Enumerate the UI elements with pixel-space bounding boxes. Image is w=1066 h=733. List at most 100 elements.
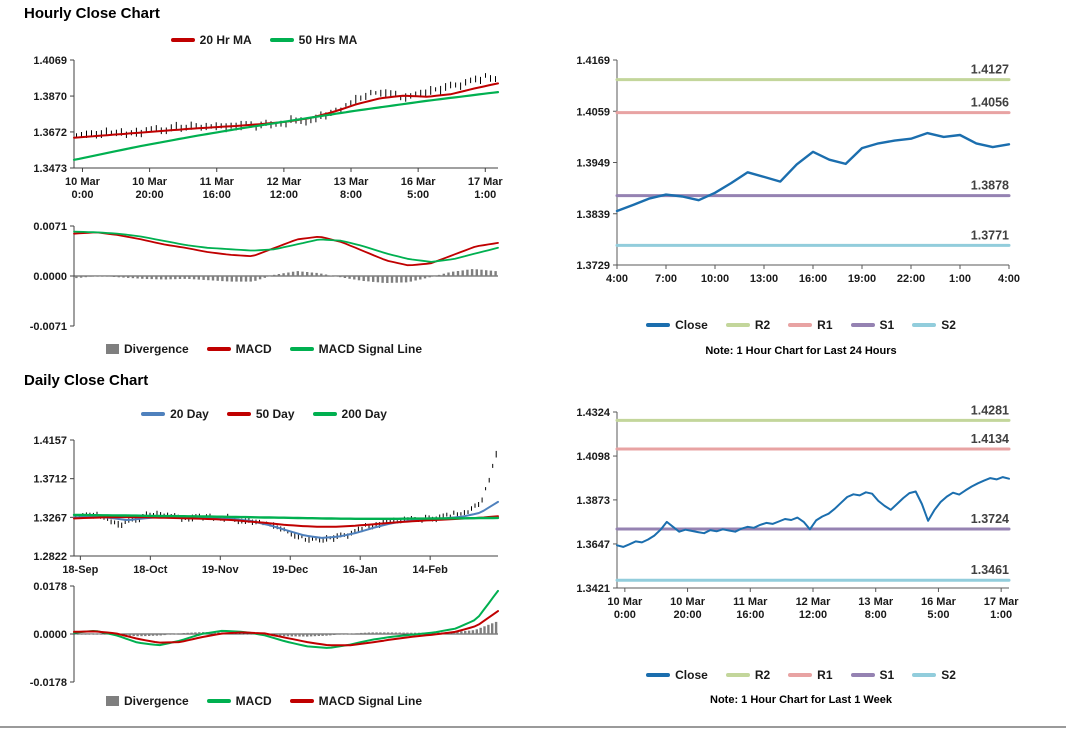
r2-swatch [725,673,750,677]
x-tick-label: 19-Dec [272,564,308,576]
close-swatch [646,323,671,327]
level-label-r2: 1.4127 [971,63,1009,77]
legend-label: S1 [879,668,895,682]
series-50-hrs-ma [72,90,500,161]
legend-label: S1 [879,318,895,332]
legend-item-s1: S1 [850,318,895,332]
legend-label: MACD Signal Line [318,342,423,356]
x-tick-label: 18-Oct [133,564,168,576]
legend-label: R1 [817,318,833,332]
y-tick-label: 1.2822 [33,551,67,563]
y-tick-label: 0.0178 [33,581,67,593]
legend-label: MACD Signal Line [318,694,423,708]
legend-item-20-day: 20 Day [141,407,209,421]
legend-label: R1 [817,668,833,682]
x-tick-label: 1:00 [990,609,1012,621]
x-tick-label: 12 Mar [266,176,302,188]
x-tick-label: 13 Mar [858,596,894,608]
legend-item-50-day: 50 Day [226,407,295,421]
y-tick-label: 0.0000 [33,629,67,641]
series-macd-signal-line [73,230,499,263]
daily-ma-legend: 20 Day 50 Day 200 Day [18,407,510,421]
divergence-swatch [105,696,119,706]
y-tick-label: 1.3672 [33,127,67,139]
series-50-day [73,515,499,528]
legend-label: R2 [754,668,771,682]
x-tick-label: 5:00 [927,609,949,621]
x-tick-label: 16-Jan [343,564,378,576]
x-tick-label: 10 Mar [607,596,643,608]
divergence-swatch [105,344,119,354]
s2-swatch [912,323,937,327]
50-day-swatch [226,412,251,416]
series-macd [73,231,499,267]
candlestick-bars [75,450,497,543]
x-tick-label: 16:00 [203,189,231,201]
x-tick-label: 1:00 [474,189,496,201]
20-day-swatch [141,412,166,416]
x-tick-label: 16 Mar [401,176,437,188]
series-macd-signal-line [73,610,499,647]
x-tick-label: 8:00 [865,609,887,621]
legend-label: 50 Hrs MA [298,33,358,47]
y-tick-label: 1.3870 [33,91,67,103]
legend-item-r1: R1 [788,318,833,332]
x-tick-label: 14-Feb [412,564,448,576]
r1-swatch [788,323,813,327]
y-tick-label: 1.3949 [576,158,610,170]
x-tick-label: 12:00 [799,609,827,621]
y-tick-label: 1.3473 [33,163,67,175]
y-tick-label: 1.4069 [33,55,67,67]
legend-item-20-hr-ma: 20 Hr MA [170,33,252,47]
level-label-r1: 1.4134 [971,432,1009,446]
legend-item-macd-signal-line: MACD Signal Line [289,694,423,708]
y-tick-label: 1.4169 [576,55,610,67]
legend-item-s2: S2 [912,318,956,332]
legend-label: Divergence [123,342,189,356]
close-swatch [646,673,671,677]
s2-swatch [912,673,937,677]
r1-swatch [788,673,813,677]
legend-item-50-hrs-ma: 50 Hrs MA [269,33,358,47]
pivot-1week-note: Note: 1 Hour Chart for Last 1 Week [710,694,892,706]
x-tick-label: 0:00 [71,189,93,201]
legend-label: MACD [235,342,272,356]
legend-label: 20 Day [170,407,209,421]
macd-signal-line-swatch [289,699,314,703]
macd-signal-line-swatch [289,347,314,351]
level-label-s2: 1.3461 [971,563,1009,577]
macd-swatch [206,347,231,351]
x-tick-label: 5:00 [407,189,429,201]
y-tick-label: 1.3873 [576,495,610,507]
x-tick-label: 4:00 [606,273,628,285]
bottom-divider [0,726,1066,728]
y-tick-label: 1.3839 [576,209,610,221]
20-hr-ma-swatch [170,38,195,42]
x-tick-label: 19-Nov [202,564,240,576]
legend-item-macd: MACD [206,342,272,356]
hourly-macd-chart: -0.0071 0.0000 0.0071 [30,221,499,333]
level-label-r1: 1.4056 [971,96,1009,110]
x-tick-label: 10 Mar [65,176,101,188]
x-tick-label: 4:00 [998,273,1020,285]
x-tick-label: 0:00 [614,609,636,621]
pivot-24h-note: Note: 1 Hour Chart for Last 24 Hours [705,345,897,357]
level-label-s2: 1.3771 [971,228,1009,242]
legend-item-r2: R2 [725,668,771,682]
x-tick-label: 12 Mar [796,596,832,608]
x-tick-label: 13:00 [750,273,778,285]
s1-swatch [850,673,875,677]
legend-item-macd: MACD [206,694,272,708]
legend-label: S2 [941,318,956,332]
hourly-macd-legend: Divergence MACD MACD Signal Line [18,342,510,356]
y-tick-label: 0.0000 [33,271,67,283]
legend-item-macd-signal-line: MACD Signal Line [289,342,423,356]
legend-item-200-day: 200 Day [312,407,387,421]
y-tick-label: 1.3712 [33,474,67,486]
legend-item-r1: R1 [788,668,833,682]
legend-label: S2 [941,668,956,682]
macd-swatch [206,699,231,703]
legend-label: MACD [235,694,272,708]
series-macd [73,589,499,649]
